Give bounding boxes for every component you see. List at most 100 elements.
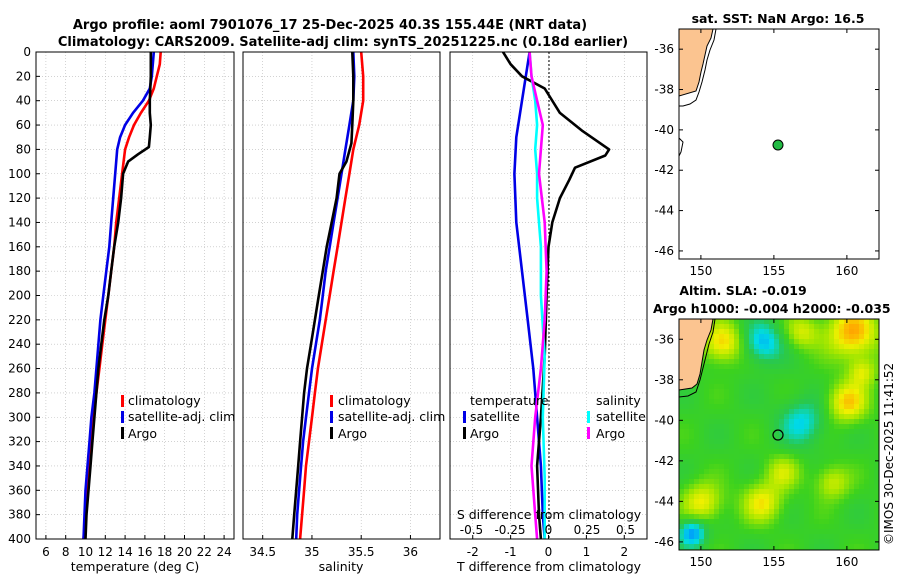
- sla-cell: [874, 409, 879, 415]
- sla-cell: [824, 339, 830, 345]
- sla-cell: [829, 469, 835, 475]
- sla-cell: [789, 464, 795, 470]
- sla-cell: [834, 524, 840, 530]
- sla-cell: [694, 474, 700, 480]
- sla-cell: [709, 419, 715, 425]
- sla-cell: [869, 439, 875, 445]
- sla-cell: [839, 349, 845, 355]
- sla-cell: [724, 439, 730, 445]
- sla-cell: [864, 324, 870, 330]
- sla-cell: [709, 359, 715, 365]
- sla-cell: [854, 474, 860, 480]
- sla-cell: [764, 504, 770, 510]
- xtick-label: 6: [42, 545, 50, 559]
- sla-cell: [694, 434, 700, 440]
- sla-cell: [744, 434, 750, 440]
- sla-cell: [774, 344, 780, 350]
- sla-cell: [754, 494, 760, 500]
- sla-cell: [719, 374, 725, 380]
- sla-cell: [779, 479, 785, 485]
- sla-cell: [829, 514, 835, 520]
- sla-cell: [864, 529, 870, 535]
- s-tick-label: -0.5: [460, 523, 483, 537]
- sla-cell: [859, 429, 865, 435]
- sst-title: sat. SST: NaN Argo: 16.5: [692, 11, 865, 26]
- sla-cell: [789, 439, 795, 445]
- sla-cell: [814, 334, 820, 340]
- sla-cell: [814, 439, 820, 445]
- sla-cell: [714, 539, 720, 545]
- sla-cell: [729, 404, 735, 410]
- sla-cell: [779, 379, 785, 385]
- sla-cell: [854, 469, 860, 475]
- sla-cell: [794, 389, 800, 395]
- sla-cell: [729, 499, 735, 505]
- sla-cell: [849, 399, 855, 405]
- sla-cell: [839, 454, 845, 460]
- sla-cell: [794, 394, 800, 400]
- sla-cell: [704, 404, 710, 410]
- sla-cell: [824, 539, 830, 545]
- sla-cell: [779, 334, 785, 340]
- sla-cell: [734, 339, 740, 345]
- sla-cell: [839, 319, 845, 325]
- sla-cell: [809, 529, 815, 535]
- sla-cell: [819, 479, 825, 485]
- s-tick-label: 0.5: [616, 523, 635, 537]
- sla-cell: [794, 369, 800, 375]
- ytick-label: 180: [8, 264, 31, 278]
- sla-cell: [854, 524, 860, 530]
- sla-cell: [859, 404, 865, 410]
- sla-cell: [859, 339, 865, 345]
- sla-cell: [859, 329, 865, 335]
- sla-cell: [724, 364, 730, 370]
- sla-cell: [784, 364, 790, 370]
- sla-cell: [804, 324, 810, 330]
- sla-cell: [684, 449, 690, 455]
- sla-cell: [819, 394, 825, 400]
- sla-cell: [739, 329, 745, 335]
- sla-cell: [834, 394, 840, 400]
- sla-cell: [839, 459, 845, 465]
- sla-cell: [869, 479, 875, 485]
- sla-cell: [729, 494, 735, 500]
- sla-cell: [784, 404, 790, 410]
- sla-cell: [714, 524, 720, 530]
- sla-cell: [724, 394, 730, 400]
- sla-cell: [719, 544, 725, 550]
- sla-cell: [744, 444, 750, 450]
- sla-cell: [774, 534, 780, 540]
- sla-cell: [749, 339, 755, 345]
- sla-cell: [769, 319, 775, 325]
- sla-cell: [724, 484, 730, 490]
- sla-cell: [689, 414, 695, 420]
- sla-cell: [724, 434, 730, 440]
- sla-cell: [699, 414, 705, 420]
- ytick-label: 280: [8, 386, 31, 400]
- sla-cell: [709, 384, 715, 390]
- sla-cell: [834, 439, 840, 445]
- sla-cell: [779, 374, 785, 380]
- sla-cell: [684, 494, 690, 500]
- sla-cell: [769, 484, 775, 490]
- sla-cell: [839, 484, 845, 490]
- sla-cell: [749, 509, 755, 515]
- sla-cell: [754, 409, 760, 415]
- sla-cell: [804, 429, 810, 435]
- sla-cell: [739, 394, 745, 400]
- sla-cell: [834, 424, 840, 430]
- sla-cell: [694, 504, 700, 510]
- sla-cell: [769, 329, 775, 335]
- sla-cell: [709, 509, 715, 515]
- series-line-salinity-satellite: [528, 52, 546, 539]
- sla-cell: [829, 504, 835, 510]
- ytick-label: 60: [16, 118, 31, 132]
- sla-cell: [729, 439, 735, 445]
- sla-cell: [864, 489, 870, 495]
- sla-cell: [779, 509, 785, 515]
- sla-cell: [764, 399, 770, 405]
- sla-cell: [739, 349, 745, 355]
- sla-cell: [854, 514, 860, 520]
- sla-cell: [749, 364, 755, 370]
- sla-cell: [809, 499, 815, 505]
